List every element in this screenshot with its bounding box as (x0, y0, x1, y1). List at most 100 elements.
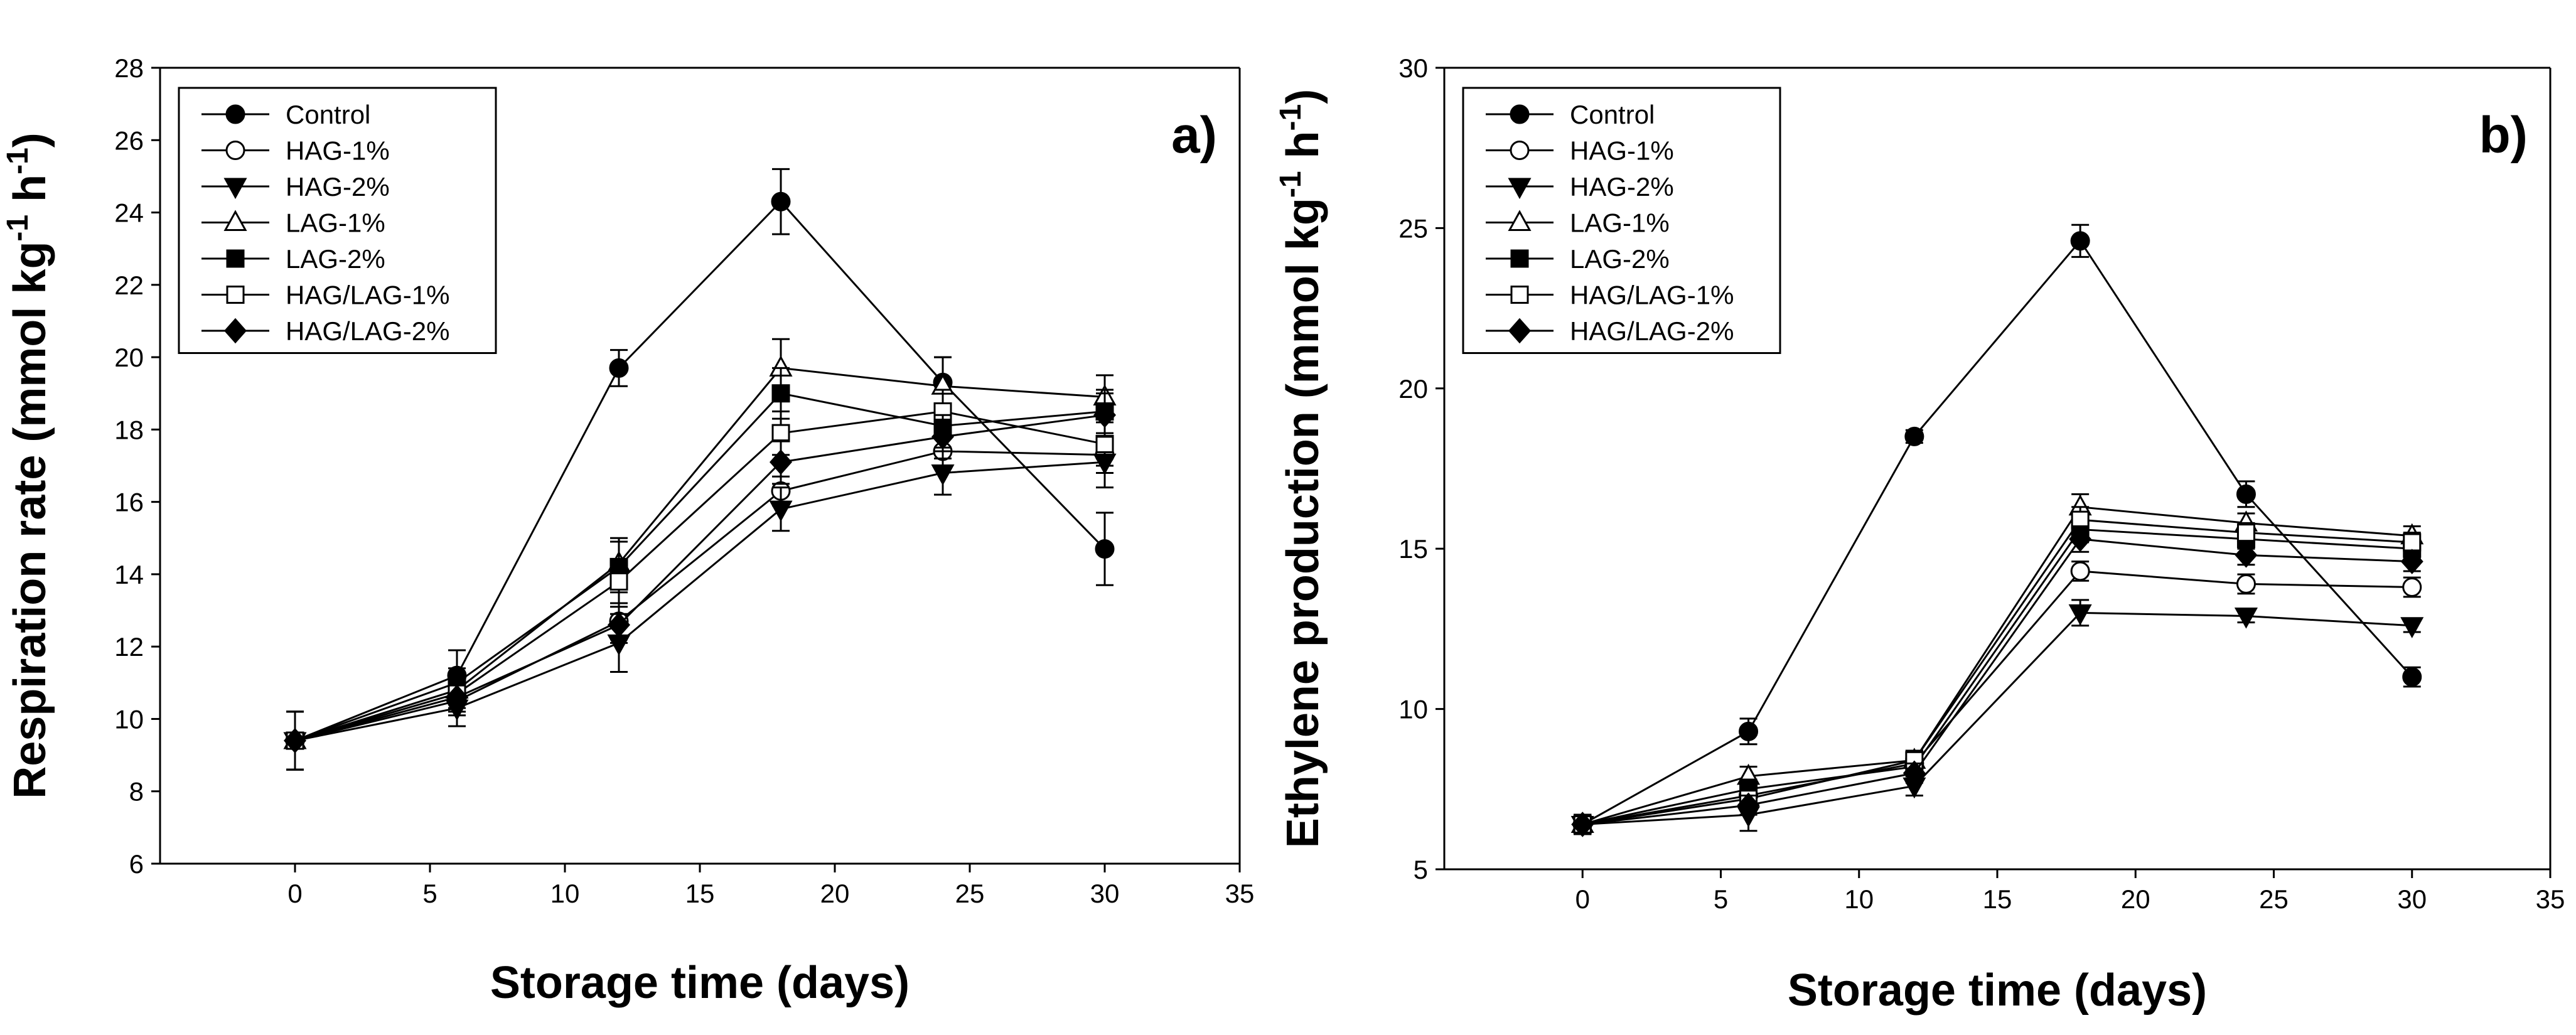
y-axis-title-superscript: -1 (1274, 104, 1307, 131)
y-tick-label: 25 (1398, 213, 1428, 243)
y-axis-title-text: ) (5, 132, 55, 147)
legend-marker (223, 318, 247, 344)
legend-label: LAG-1% (1570, 208, 1670, 238)
panel-b-ethylene-chart: 0 5 10 15 20 25 30 35 5 10 15 20 25 30 Storage time (d… (1274, 53, 2565, 1016)
y-axis-title-superscript: -1 (1, 215, 35, 242)
legend-item: HAG-2% (201, 172, 390, 201)
legend-marker (225, 104, 245, 124)
series-line (294, 367, 1105, 742)
data-point (2069, 526, 2092, 552)
legend-label: HAG-2% (1570, 172, 1674, 201)
y-axis-title-text: h (1278, 131, 1328, 171)
legend-label: HAG-1% (1570, 136, 1674, 166)
legend-item: Control (201, 100, 370, 129)
legend-item: HAG/LAG-2% (1486, 316, 1734, 346)
legend-label: LAG-2% (1570, 244, 1670, 274)
y-axis-title-text: Ethylene production (mmol kg (1278, 198, 1328, 848)
legend-marker (226, 249, 245, 268)
series-line (294, 450, 1105, 742)
x-tick-label: 25 (2259, 884, 2289, 914)
data-point (2234, 607, 2258, 629)
data-point (771, 384, 790, 403)
y-axis-title-text: h (5, 174, 55, 215)
legend: Control HAG-1% HAG-2% LAG-1% LAG-2% HAG/LAG-1… (1462, 87, 1781, 354)
series-lag-1- (283, 338, 1117, 771)
series-hag-lag-2- (1571, 525, 2423, 837)
series-line (294, 414, 1105, 742)
legend-marker (223, 210, 247, 231)
x-tick-label: 15 (685, 879, 715, 908)
legend-item: HAG/LAG-1% (201, 281, 449, 310)
legend-marker (1510, 141, 1530, 160)
legend-item: HAG-1% (1486, 136, 1674, 166)
y-tick-label: 28 (114, 53, 144, 83)
series-hag-2- (283, 436, 1117, 771)
data-point (2402, 577, 2422, 597)
legend-marker (1508, 178, 1532, 200)
legend-label: LAG-2% (286, 244, 385, 274)
x-tick-label: 5 (1714, 884, 1728, 914)
legend-item: LAG-2% (1486, 244, 1670, 274)
legend-item: HAG/LAG-1% (1486, 281, 1734, 310)
data-point (2236, 574, 2256, 594)
data-point (769, 449, 793, 475)
series-line (1582, 528, 2412, 825)
series-lag-2- (1573, 515, 2422, 835)
x-tick-label: 35 (2536, 884, 2565, 914)
legend-label: HAG-1% (286, 136, 390, 166)
panel-label: a) (1171, 107, 1217, 164)
legend-marker (226, 286, 245, 304)
panel-label: b) (2479, 107, 2528, 164)
x-tick-label: 5 (422, 879, 437, 908)
y-axis-title-superscript: -1 (1, 147, 35, 174)
x-tick-label: 10 (1844, 884, 1874, 914)
data-point (771, 424, 790, 442)
legend-marker (1508, 318, 1532, 344)
y-axis-title-superscript: -1 (1274, 171, 1307, 198)
series-line (294, 392, 1105, 742)
legend-item: HAG-1% (201, 136, 390, 166)
y-tick-label: 18 (114, 415, 144, 444)
y-tick-label: 15 (1398, 534, 1428, 564)
x-tick-label: 35 (1225, 879, 1255, 908)
x-tick-label: 20 (2121, 884, 2150, 914)
y-tick-label: 8 (129, 777, 144, 807)
x-tick-label: 20 (820, 879, 850, 908)
y-tick-label: 24 (114, 198, 144, 228)
legend-marker (1508, 210, 1532, 231)
series-line (1582, 518, 2412, 825)
series-line (1582, 538, 2412, 825)
y-axis-title: Respiration rate (mmol kg-1 h-1) (1, 132, 55, 799)
data-point (769, 500, 793, 522)
data-point (2403, 533, 2422, 552)
data-point (445, 684, 469, 711)
data-point (609, 358, 629, 378)
y-tick-label: 10 (114, 704, 144, 734)
legend-label: HAG/LAG-2% (286, 316, 449, 346)
series-line (1582, 570, 2412, 825)
data-point (2235, 542, 2258, 568)
data-point (1737, 792, 1760, 818)
legend-item: LAG-2% (201, 244, 385, 274)
x-tick-label: 30 (2397, 884, 2427, 914)
legend-label: LAG-1% (286, 208, 385, 238)
data-point (283, 727, 307, 754)
y-tick-label: 10 (1398, 695, 1428, 724)
data-point (1571, 812, 1594, 837)
y-axis-title-text: Respiration rate (mmol kg (5, 242, 55, 799)
legend-marker (1510, 286, 1529, 304)
y-tick-label: 30 (1398, 53, 1428, 83)
x-tick-label: 0 (1575, 884, 1590, 914)
y-axis-title-text: ) (1278, 89, 1328, 104)
data-point (2068, 604, 2092, 626)
legend-marker (225, 141, 245, 160)
y-tick-label: 6 (129, 849, 144, 879)
y-tick-label: 12 (114, 632, 144, 662)
data-point (931, 464, 955, 486)
legend-marker (1510, 249, 1529, 268)
series-lag-1- (1570, 493, 2424, 835)
legend-label: HAG/LAG-1% (1570, 281, 1734, 310)
data-point (2070, 231, 2090, 251)
legend-item: HAG-2% (1486, 172, 1674, 201)
y-tick-label: 5 (1414, 855, 1428, 884)
